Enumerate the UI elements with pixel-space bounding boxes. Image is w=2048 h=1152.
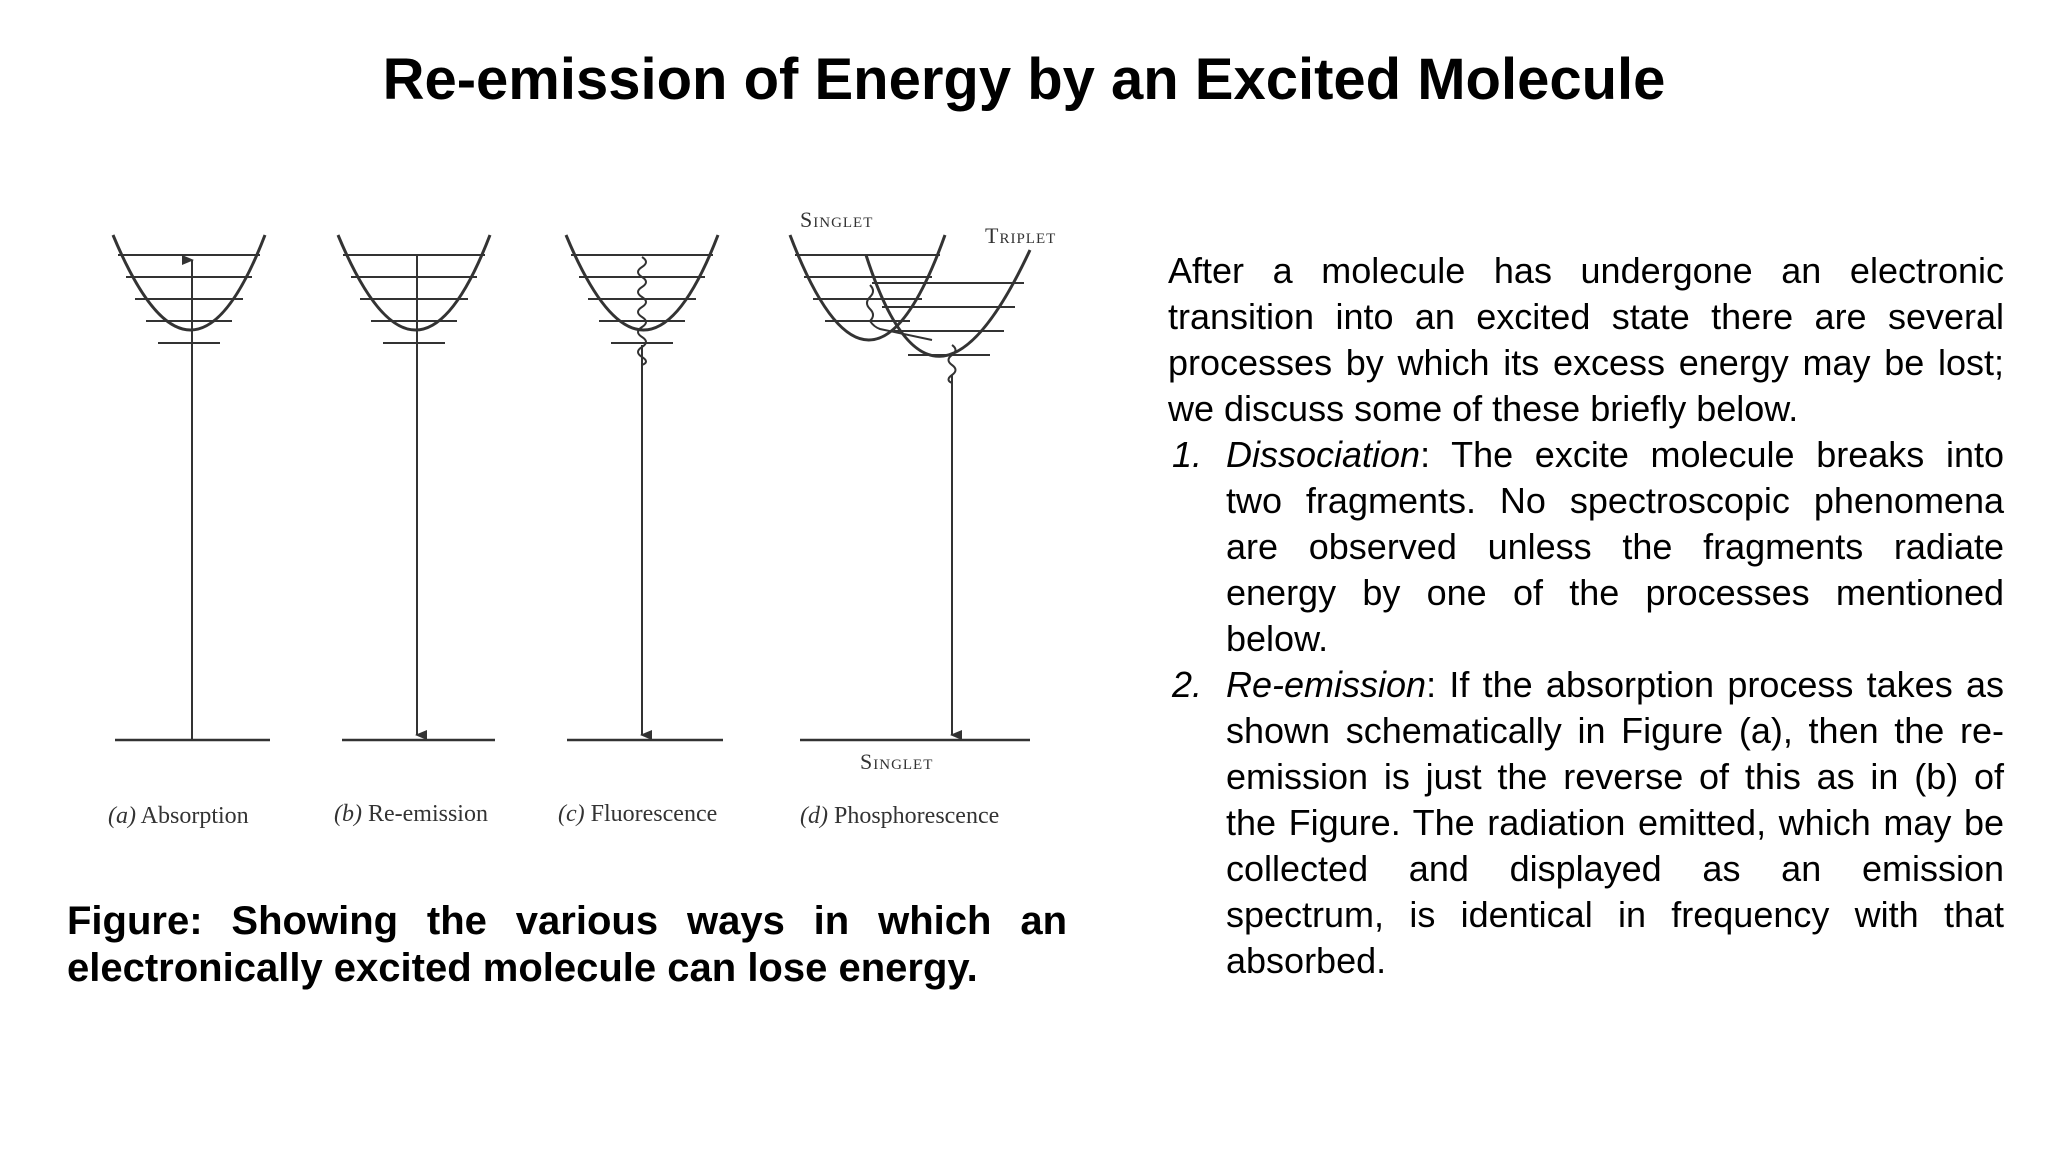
list-text: : If the absorption process takes as sho…: [1226, 664, 2004, 981]
triplet-well: [864, 249, 1032, 358]
triplet-relaxation-squiggle: [947, 344, 957, 384]
excited-state-well: [336, 234, 492, 332]
energy-diagram-figure: Singlet Triplet Singlet (a) Absorption (…: [60, 195, 1120, 855]
list-term: Dissociation: [1226, 434, 1421, 475]
process-list: 1. Dissociation: The excite molecule brea…: [1168, 432, 2004, 984]
panel-fluorescence: [564, 234, 723, 742]
figure-caption: Figure: Showing the various ways in whic…: [67, 899, 1067, 990]
panel-caption-phosphorescence: (d) Phosphorescence: [800, 803, 999, 829]
triplet-label: Triplet: [985, 223, 1056, 248]
list-item: 2. Re-emission: If the absorption process…: [1168, 662, 2004, 984]
panel-caption-absorption: (a) Absorption: [108, 803, 249, 829]
list-number: 1.: [1172, 434, 1203, 475]
energy-diagram: Singlet Triplet Singlet (a) Absorption (…: [108, 207, 1056, 829]
intro-paragraph: After a molecule has undergone an electr…: [1168, 250, 2004, 429]
excited-state-well: [111, 234, 267, 332]
panel-letter: (b): [334, 801, 362, 827]
list-term: Re-emission: [1226, 664, 1427, 705]
intersystem-crossing-path: [866, 284, 933, 341]
panel-caption-re-emission: (b) Re-emission: [334, 801, 488, 827]
excited-state-well: [564, 234, 720, 332]
vibrational-levels: [343, 254, 485, 344]
list-item: 1. Dissociation: The excite molecule brea…: [1168, 432, 2004, 662]
panel-name: Absorption: [141, 803, 249, 829]
singlet-label: Singlet: [800, 207, 873, 232]
panel-letter: (c): [558, 801, 585, 827]
list-text: : The excite molecule breaks into two fr…: [1226, 434, 2004, 659]
panel-absorption: [111, 234, 270, 742]
panel-caption-fluorescence: (c) Fluorescence: [558, 801, 717, 827]
panel-re-emission: [336, 234, 495, 742]
panel-name: Phosphorescence: [834, 803, 999, 829]
singlet-vibrational-levels: [795, 254, 940, 322]
panel-name: Re-emission: [368, 801, 488, 827]
panel-name: Fluorescence: [591, 801, 718, 827]
vibrational-relaxation-squiggle: [637, 256, 647, 366]
ground-singlet-label: Singlet: [860, 749, 933, 774]
panel-letter: (a): [108, 803, 136, 829]
page-title: Re-emission of Energy by an Excited Mole…: [382, 47, 1666, 112]
list-number: 2.: [1172, 664, 1203, 705]
singlet-well: [788, 234, 947, 342]
panel-phosphorescence: [788, 234, 1032, 742]
triplet-vibrational-levels: [872, 282, 1024, 356]
panel-letter: (d): [800, 803, 828, 829]
explanation-text: After a molecule has undergone an electr…: [1168, 248, 2004, 984]
